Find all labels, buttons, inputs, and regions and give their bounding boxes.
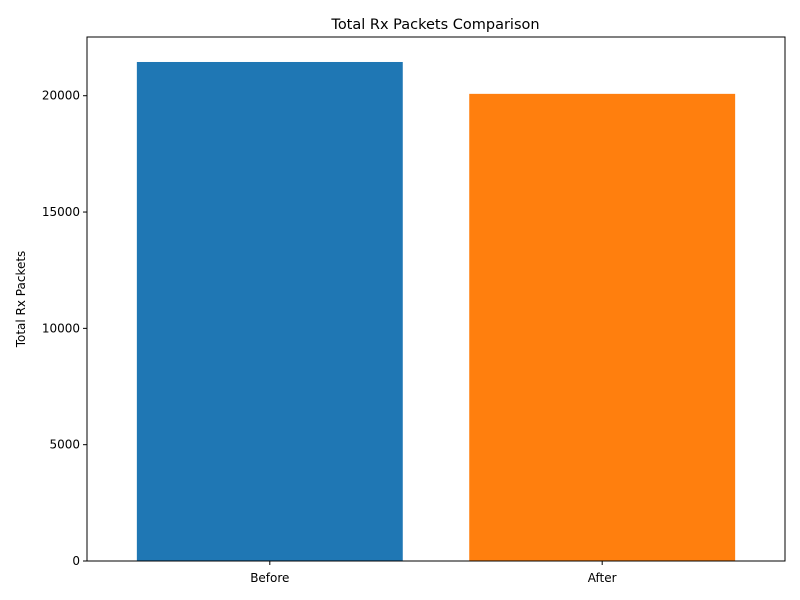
y-ticks-group: 0 5000 10000 15000 20000: [42, 89, 87, 568]
x-ticks-group: Before After: [250, 561, 617, 585]
bar-after: [469, 93, 736, 562]
y-tick-label: 0: [72, 554, 80, 568]
bars-group: [136, 61, 736, 562]
y-tick-label: 5000: [49, 438, 80, 452]
x-tick-label: Before: [250, 571, 289, 585]
chart-title: Total Rx Packets Comparison: [330, 17, 539, 33]
x-tick-label: After: [588, 571, 617, 585]
y-tick-label: 10000: [42, 321, 80, 335]
y-tick-label: 20000: [42, 89, 80, 103]
bar-before: [136, 61, 403, 561]
y-tick-label: 15000: [42, 205, 80, 219]
y-axis-label: Total Rx Packets: [14, 251, 28, 349]
plot-frame: [86, 36, 786, 562]
